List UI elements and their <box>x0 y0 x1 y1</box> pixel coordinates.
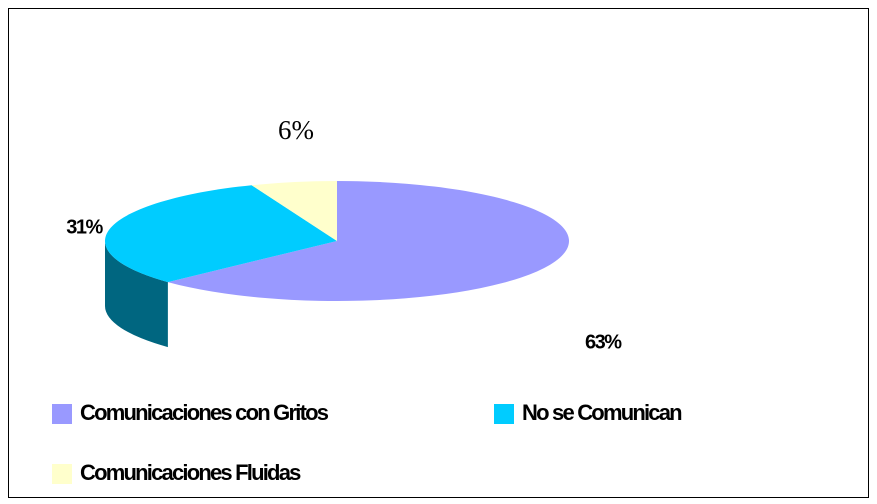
legend-swatch <box>494 404 514 424</box>
legend-label: Comunicaciones Fluidas <box>80 460 301 485</box>
legend-swatch <box>52 404 72 424</box>
legend-label: No se Comunican <box>522 400 682 425</box>
legend-swatch <box>52 464 72 484</box>
data-label: 31% <box>66 216 103 238</box>
legend-label: Comunicaciones con Gritos <box>80 400 329 425</box>
pie-slice <box>251 181 337 241</box>
pie-slice <box>167 181 569 301</box>
pie-slice <box>104 185 338 283</box>
pie-side <box>105 241 168 348</box>
data-label: 63% <box>585 331 622 353</box>
data-label: 6% <box>278 115 314 145</box>
